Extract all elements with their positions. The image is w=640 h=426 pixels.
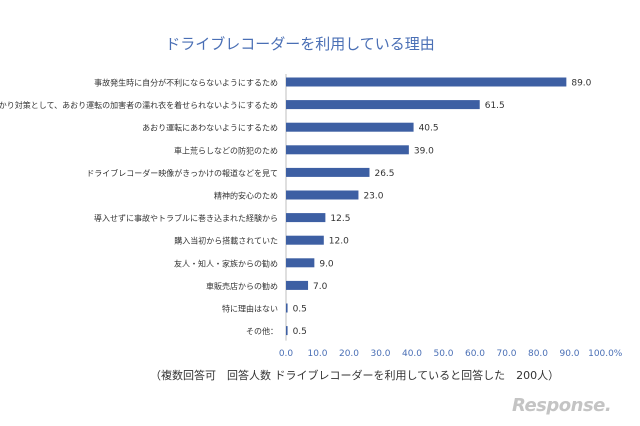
x-tick-label: 60.0: [465, 349, 485, 359]
category-label: 特に理由はない: [222, 304, 278, 314]
category-label: 購入当初から搭載されていた: [174, 236, 278, 246]
bar: [286, 145, 409, 155]
category-label: ドライブレコーダー映像がきっかけの報道などを見て: [86, 168, 278, 178]
data-label: 89.0: [571, 79, 591, 89]
x-tick-label: 30.0: [370, 349, 390, 359]
response-logo: Response.: [512, 395, 612, 416]
bar: [286, 77, 567, 87]
data-label: 7.0: [313, 282, 328, 292]
data-label: 12.5: [330, 214, 350, 224]
category-label: 精神的安心のため: [214, 191, 278, 201]
x-tick-label: 0.0: [279, 349, 294, 359]
bar: [286, 100, 480, 110]
data-label: 26.5: [374, 169, 394, 179]
category-label: あおり運転にあわないようにするため: [142, 124, 278, 133]
x-tick-label: 10.0: [307, 349, 327, 359]
category-label: 車上荒らしなどの防犯のため: [174, 145, 278, 155]
data-label: 23.0: [363, 192, 383, 202]
data-label: 12.0: [329, 237, 349, 247]
category-label: 事故発生時に自分が不利にならないようにするため: [94, 78, 278, 88]
data-label: 61.5: [485, 101, 505, 111]
bar: [286, 303, 288, 313]
category-label: その他：: [246, 326, 278, 336]
x-tick-label: 40.0: [402, 349, 422, 359]
x-tick-label: 20.0: [339, 349, 359, 359]
bar: [286, 122, 414, 132]
x-tick-label: 50.0: [433, 349, 453, 359]
category-label: 言いがかり対策として、あおり運転の加害者の濡れ衣を着せられないようにするため: [0, 100, 278, 110]
bar: [286, 167, 370, 177]
bar: [286, 280, 309, 290]
bar: [286, 213, 326, 223]
category-label: 導入せずに事故やトラブルに巻き込まれた経験から: [94, 213, 278, 223]
x-tick-label: 100.0: [588, 349, 614, 359]
chart-title: ドライブレコーダーを利用している理由: [165, 35, 435, 53]
category-label: 友人・知人・家族からの勧め: [174, 258, 278, 268]
x-tick-label: 80.0: [528, 349, 548, 359]
bar: [286, 326, 288, 336]
data-label: 9.0: [319, 259, 334, 269]
category-label: 車販売店からの勧め: [206, 281, 278, 291]
x-unit-label: %: [614, 349, 623, 359]
data-label: 39.0: [414, 146, 434, 156]
data-label: 40.5: [419, 124, 439, 134]
x-tick-label: 70.0: [496, 349, 516, 359]
bar: [286, 258, 315, 268]
data-label: 0.5: [293, 327, 307, 337]
data-label: 0.5: [293, 305, 307, 315]
x-tick-label: 90.0: [559, 349, 579, 359]
bar: [286, 190, 359, 200]
bar: [286, 235, 324, 245]
footnote: （複数回答可 回答人数 ドライブレコーダーを利用していると回答した 200人）: [150, 369, 560, 382]
